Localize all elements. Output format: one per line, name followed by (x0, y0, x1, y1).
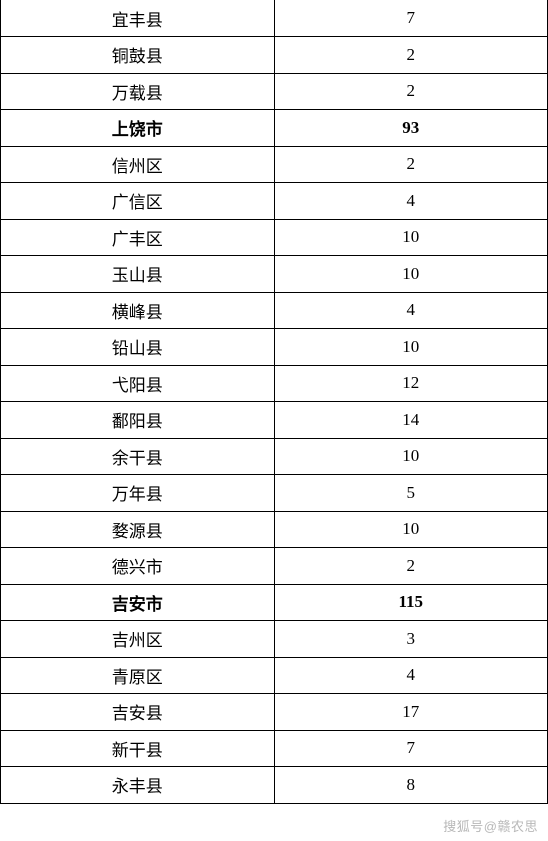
region-value-cell: 10 (274, 256, 548, 293)
region-value-cell: 7 (274, 0, 548, 37)
region-name-cell: 弋阳县 (1, 365, 275, 402)
table-row: 上饶市93 (1, 110, 548, 147)
region-name-cell: 铜鼓县 (1, 37, 275, 74)
region-value-cell: 4 (274, 183, 548, 220)
region-name-cell: 铅山县 (1, 329, 275, 366)
region-name-cell: 吉州区 (1, 621, 275, 658)
region-value-cell: 2 (274, 37, 548, 74)
region-value-cell: 2 (274, 146, 548, 183)
table-row: 万载县2 (1, 73, 548, 110)
table-row: 婺源县10 (1, 511, 548, 548)
region-value-cell: 93 (274, 110, 548, 147)
region-value-cell: 10 (274, 438, 548, 475)
region-name-cell: 上饶市 (1, 110, 275, 147)
region-name-cell: 永丰县 (1, 767, 275, 804)
region-value-cell: 4 (274, 657, 548, 694)
region-name-cell: 万载县 (1, 73, 275, 110)
table-row: 宜丰县7 (1, 0, 548, 37)
region-value-cell: 8 (274, 767, 548, 804)
region-value-cell: 10 (274, 219, 548, 256)
table-row: 新干县7 (1, 730, 548, 767)
region-name-cell: 德兴市 (1, 548, 275, 585)
table-row: 德兴市2 (1, 548, 548, 585)
region-value-cell: 17 (274, 694, 548, 731)
region-value-cell: 4 (274, 292, 548, 329)
table-row: 吉安县17 (1, 694, 548, 731)
region-value-cell: 3 (274, 621, 548, 658)
region-name-cell: 婺源县 (1, 511, 275, 548)
region-value-cell: 115 (274, 584, 548, 621)
region-name-cell: 鄱阳县 (1, 402, 275, 439)
region-name-cell: 玉山县 (1, 256, 275, 293)
region-name-cell: 吉安市 (1, 584, 275, 621)
region-name-cell: 信州区 (1, 146, 275, 183)
watermark-text: 搜狐号@赣农思 (443, 816, 538, 835)
region-value-cell: 7 (274, 730, 548, 767)
table-body: 宜丰县7铜鼓县2万载县2上饶市93信州区2广信区4广丰区10玉山县10横峰县4铅… (1, 0, 548, 803)
region-name-cell: 新干县 (1, 730, 275, 767)
region-name-cell: 余干县 (1, 438, 275, 475)
region-value-cell: 10 (274, 329, 548, 366)
table-row: 永丰县8 (1, 767, 548, 804)
region-name-cell: 万年县 (1, 475, 275, 512)
table-row: 吉安市115 (1, 584, 548, 621)
table-row: 玉山县10 (1, 256, 548, 293)
table-row: 铜鼓县2 (1, 37, 548, 74)
table-row: 信州区2 (1, 146, 548, 183)
region-name-cell: 广信区 (1, 183, 275, 220)
region-name-cell: 吉安县 (1, 694, 275, 731)
region-value-cell: 2 (274, 548, 548, 585)
region-name-cell: 宜丰县 (1, 0, 275, 37)
region-name-cell: 横峰县 (1, 292, 275, 329)
region-value-cell: 12 (274, 365, 548, 402)
table-row: 广信区4 (1, 183, 548, 220)
region-count-table: 宜丰县7铜鼓县2万载县2上饶市93信州区2广信区4广丰区10玉山县10横峰县4铅… (0, 0, 548, 804)
table-row: 余干县10 (1, 438, 548, 475)
region-name-cell: 青原区 (1, 657, 275, 694)
region-value-cell: 10 (274, 511, 548, 548)
region-value-cell: 5 (274, 475, 548, 512)
table-row: 青原区4 (1, 657, 548, 694)
table-row: 广丰区10 (1, 219, 548, 256)
table-row: 弋阳县12 (1, 365, 548, 402)
table-row: 铅山县10 (1, 329, 548, 366)
table-row: 万年县5 (1, 475, 548, 512)
table-row: 鄱阳县14 (1, 402, 548, 439)
region-value-cell: 2 (274, 73, 548, 110)
table-row: 横峰县4 (1, 292, 548, 329)
table-row: 吉州区3 (1, 621, 548, 658)
region-value-cell: 14 (274, 402, 548, 439)
region-name-cell: 广丰区 (1, 219, 275, 256)
